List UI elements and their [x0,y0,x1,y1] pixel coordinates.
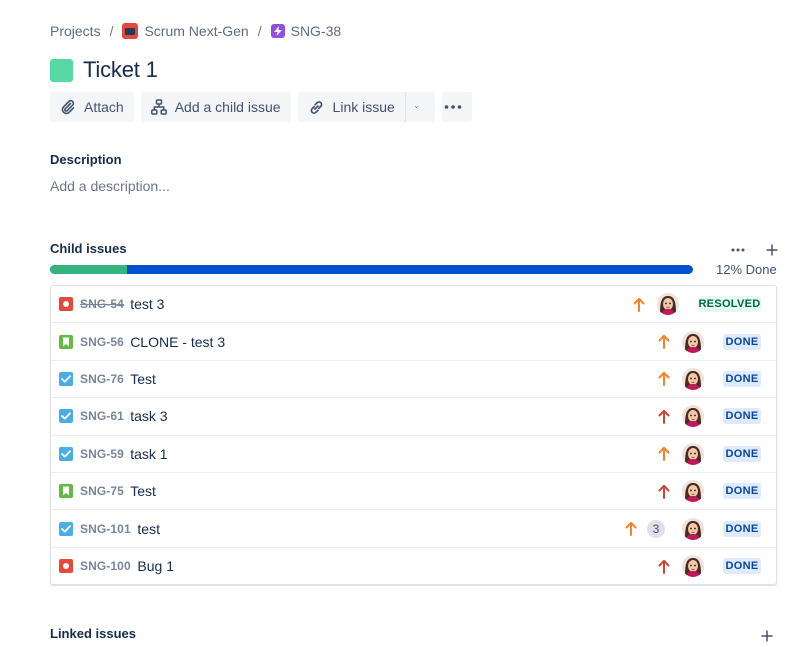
bug-type-icon [59,559,73,574]
task-type-icon [59,409,73,424]
priority-high-icon [632,296,646,312]
issue-summary[interactable]: Test [130,370,156,387]
more-icon [731,248,745,252]
status-badge[interactable]: DONE [723,370,761,387]
issue-key[interactable]: SNG-100 [80,559,131,574]
child-issues-actions [728,241,782,259]
issue-summary[interactable]: CLONE - test 3 [130,333,226,350]
assignee-avatar[interactable] [682,517,704,540]
add-child-issue-label: Add a child issue [174,99,281,115]
description-field[interactable]: Add a description... [50,178,170,194]
child-issues-more-button[interactable] [728,241,748,259]
priority-high-icon [657,446,671,462]
child-issue-row[interactable]: SNG-61 task 3 DONE [51,398,776,436]
status-badge[interactable]: DONE [723,520,761,537]
priority-high-icon [657,334,671,350]
assignee-avatar[interactable] [682,405,704,428]
issue-summary[interactable]: task 3 [130,408,168,425]
issue-summary[interactable]: test 3 [130,296,165,313]
assignee-avatar[interactable] [682,330,704,353]
issue-key[interactable]: SNG-56 [80,334,124,349]
status-badge[interactable]: DONE [723,445,761,462]
bug-type-icon [59,297,73,312]
breadcrumb-separator: / [257,23,262,39]
breadcrumb-projects[interactable]: Projects [50,23,101,39]
add-linked-issue-button[interactable] [757,627,777,645]
task-type-icon [59,521,73,536]
issue-key[interactable]: SNG-76 [80,371,124,386]
breadcrumb-separator: / [109,23,114,39]
page-title[interactable]: Ticket 1 [83,57,158,82]
priority-highest-icon [657,483,671,499]
status-badge[interactable]: DONE [723,333,761,350]
status-badge[interactable]: DONE [723,408,761,425]
issue-key[interactable]: SNG-59 [80,446,124,461]
issue-key[interactable]: SNG-61 [80,409,124,424]
child-issue-row[interactable]: SNG-75 Test DONE [51,473,776,511]
assignee-avatar[interactable] [657,293,679,316]
issue-type-icon[interactable] [50,58,73,82]
child-issue-row[interactable]: SNG-59 task 1 DONE [51,436,776,473]
priority-highest-icon [657,408,671,424]
project-icon [122,23,139,39]
story-type-icon [59,484,73,499]
breadcrumb-project[interactable]: Scrum Next-Gen [122,23,249,39]
assignee-avatar[interactable] [682,480,704,503]
breadcrumb-parent-key: SNG-38 [290,23,342,39]
epic-icon [270,24,285,38]
chevron-down-icon [414,106,418,108]
attach-button[interactable]: Attach [50,92,134,122]
breadcrumb: Projects / Scrum Next-Gen / SNG-38 [50,21,341,41]
link-issue-label: Link issue [332,99,395,115]
subtask-count-badge: 3 [647,519,665,538]
hierarchy-icon [150,99,167,115]
add-child-issue-button[interactable]: Add a child issue [140,92,291,122]
task-type-icon [59,371,73,386]
issue-summary[interactable]: Bug 1 [137,558,174,575]
progress-label: 12% Done [716,262,777,277]
title-row: Ticket 1 [50,56,158,84]
assignee-avatar[interactable] [682,367,704,390]
assignee-avatar[interactable] [682,442,704,465]
description-heading: Description [50,152,122,167]
priority-highest-icon [657,558,671,574]
issue-key[interactable]: SNG-75 [80,484,124,499]
priority-high-icon [657,371,671,387]
status-badge[interactable]: DONE [723,483,761,500]
task-type-icon [59,446,73,461]
breadcrumb-project-label: Scrum Next-Gen [144,23,249,39]
child-issue-row[interactable]: SNG-101 test 3 DONE [51,510,776,548]
add-child-issue-plus-button[interactable] [762,241,782,259]
priority-high-icon [624,521,638,537]
link-issue-dropdown-button[interactable] [404,92,435,122]
plus-icon [761,630,773,642]
child-issue-row[interactable]: SNG-56 CLONE - test 3 DONE [51,323,776,361]
status-badge[interactable]: RESOLVED [698,296,761,313]
story-type-icon [59,334,73,349]
child-issue-row[interactable]: SNG-76 Test DONE [51,361,776,399]
linked-issues-heading: Linked issues [50,626,136,641]
issue-key[interactable]: SNG-101 [80,521,131,536]
status-badge[interactable]: DONE [723,558,761,575]
progress-done-segment [50,265,128,274]
child-issue-row[interactable]: SNG-54 test 3 RESOLVED [51,286,776,324]
issue-summary[interactable]: Test [130,483,156,500]
more-icon [444,105,462,109]
paperclip-icon [61,99,75,115]
attach-label: Attach [84,99,124,115]
plus-icon [766,244,778,256]
issue-summary[interactable]: test [137,520,160,537]
issue-summary[interactable]: task 1 [130,445,168,462]
more-actions-button[interactable] [441,92,472,122]
toolbar: Attach Add a child issue Link issue [50,92,472,122]
child-issue-row[interactable]: SNG-100 Bug 1 DONE [51,548,776,585]
child-issues-list: SNG-54 test 3 RESOLVED SNG-56 CLONE - test 3… [50,285,777,585]
child-issues-heading: Child issues [50,241,127,256]
link-icon [310,100,322,114]
assignee-avatar[interactable] [682,555,704,578]
issue-key[interactable]: SNG-54 [80,297,124,312]
link-issue-button[interactable]: Link issue [297,92,405,122]
breadcrumb-parent-issue[interactable]: SNG-38 [270,23,342,39]
child-issues-progress-bar [50,265,693,274]
